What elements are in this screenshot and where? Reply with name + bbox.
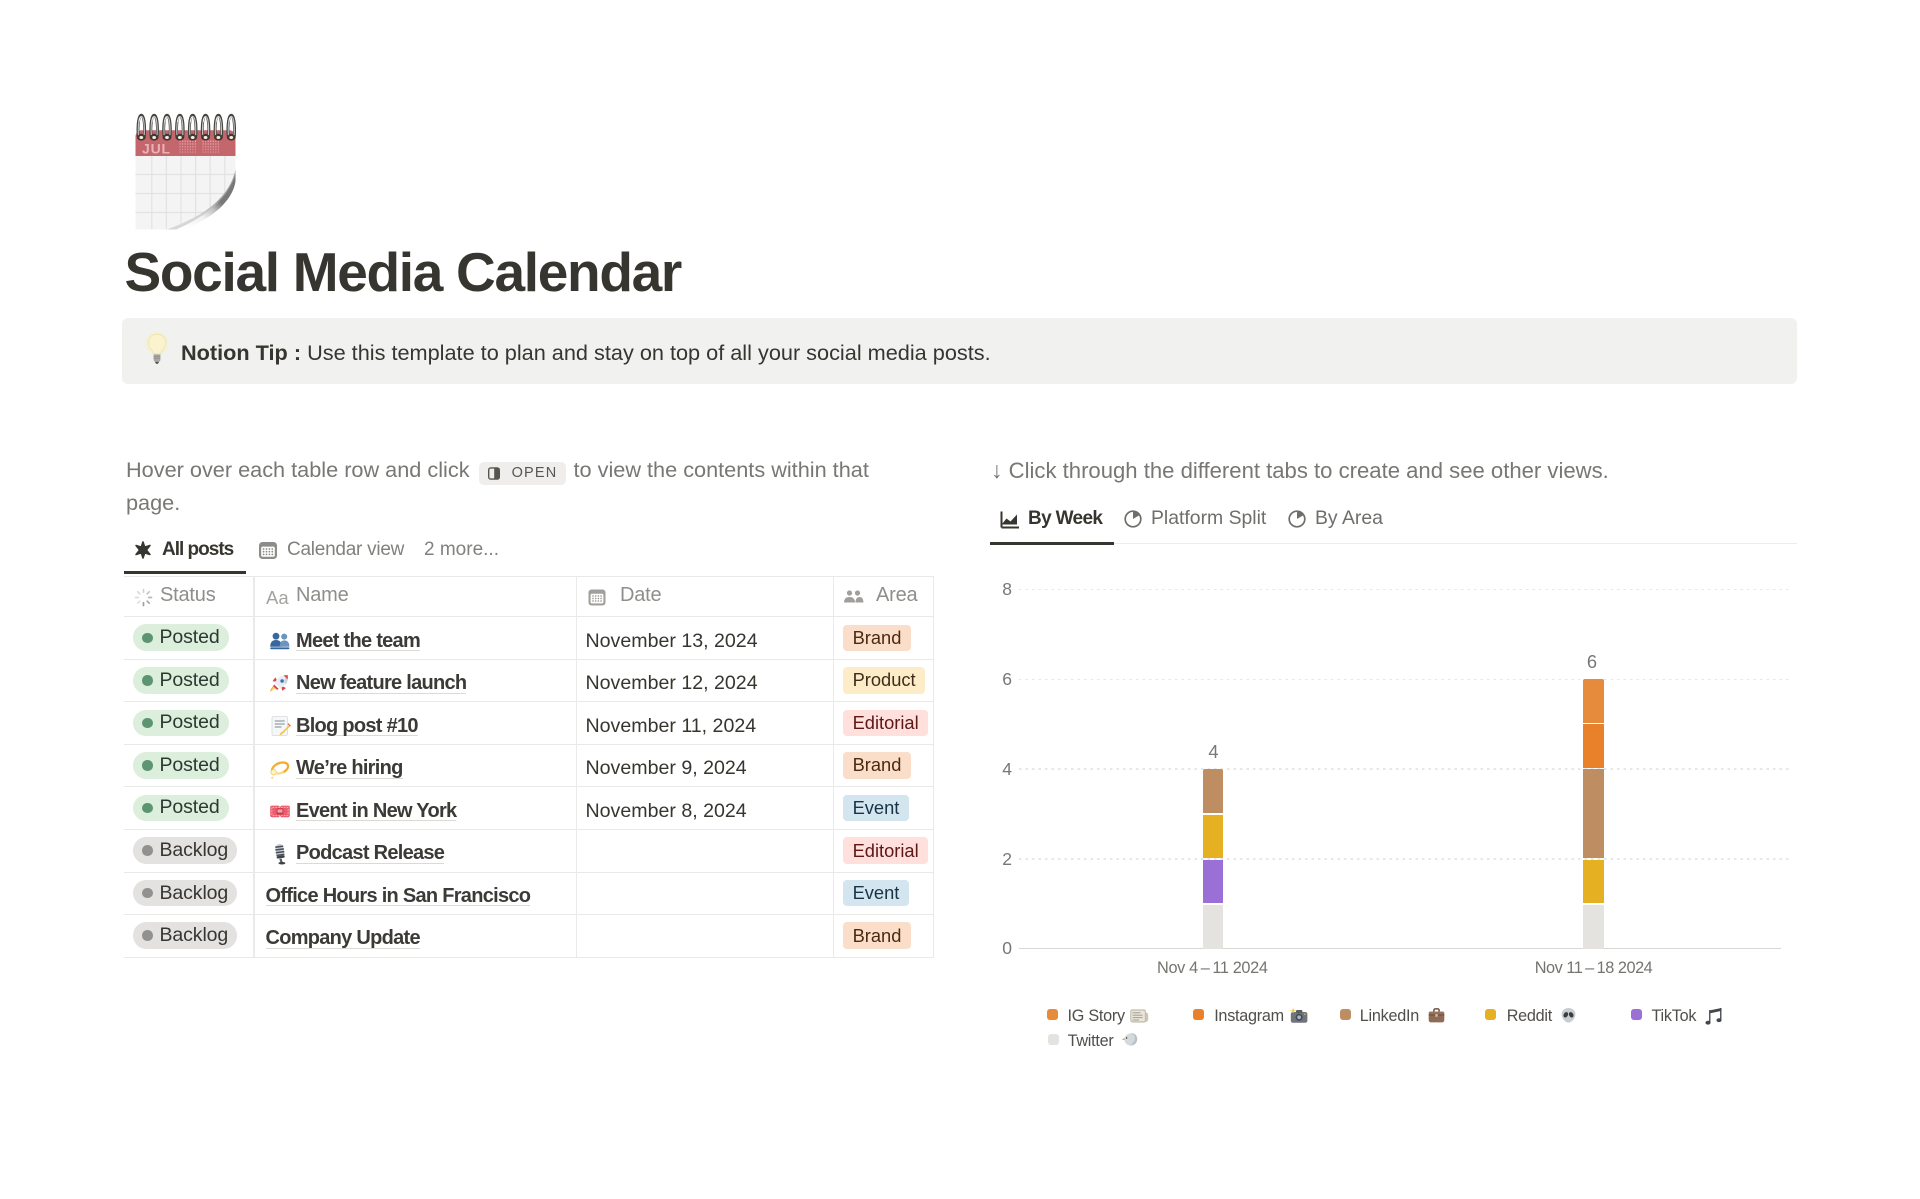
svg-text:JUL: JUL: [142, 141, 171, 157]
